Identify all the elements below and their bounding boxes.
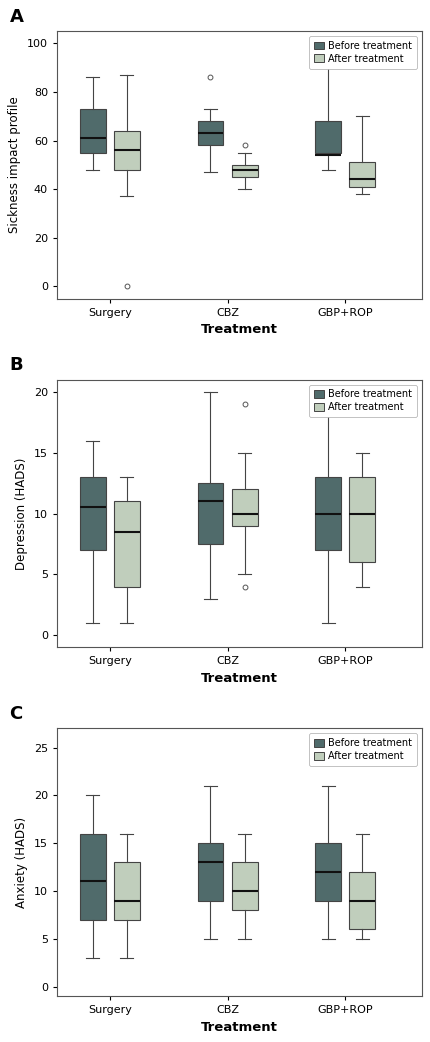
Text: *: *	[362, 51, 371, 69]
Y-axis label: Depression (HADS): Depression (HADS)	[15, 457, 28, 570]
PathPatch shape	[197, 843, 224, 900]
PathPatch shape	[232, 490, 258, 526]
X-axis label: Treatment: Treatment	[201, 1021, 278, 1034]
PathPatch shape	[197, 483, 224, 544]
PathPatch shape	[114, 501, 140, 587]
PathPatch shape	[349, 163, 375, 187]
PathPatch shape	[114, 863, 140, 920]
PathPatch shape	[315, 477, 341, 550]
PathPatch shape	[114, 131, 140, 170]
Text: C: C	[9, 705, 23, 723]
PathPatch shape	[349, 477, 375, 563]
X-axis label: Treatment: Treatment	[201, 323, 278, 337]
PathPatch shape	[232, 165, 258, 177]
PathPatch shape	[80, 477, 106, 550]
PathPatch shape	[349, 872, 375, 929]
PathPatch shape	[315, 121, 341, 153]
Legend: Before treatment, After treatment: Before treatment, After treatment	[310, 35, 417, 69]
Legend: Before treatment, After treatment: Before treatment, After treatment	[310, 734, 417, 766]
X-axis label: Treatment: Treatment	[201, 672, 278, 685]
Y-axis label: Anxiety (HADS): Anxiety (HADS)	[15, 817, 28, 908]
Legend: Before treatment, After treatment: Before treatment, After treatment	[310, 384, 417, 417]
Text: B: B	[9, 356, 23, 374]
PathPatch shape	[197, 121, 224, 146]
PathPatch shape	[80, 834, 106, 920]
Y-axis label: Sickness impact profile: Sickness impact profile	[8, 97, 22, 233]
PathPatch shape	[315, 843, 341, 900]
Text: A: A	[9, 7, 23, 26]
PathPatch shape	[232, 863, 258, 910]
PathPatch shape	[80, 109, 106, 153]
